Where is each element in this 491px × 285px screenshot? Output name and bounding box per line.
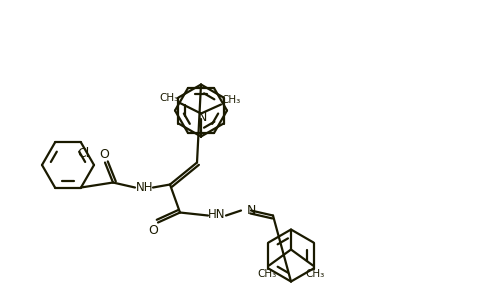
Text: O: O <box>148 224 158 237</box>
Text: NH: NH <box>136 181 154 194</box>
Text: HN: HN <box>208 208 226 221</box>
Text: O: O <box>99 148 109 161</box>
Text: Cl: Cl <box>77 147 89 160</box>
Text: CH₃: CH₃ <box>160 93 179 103</box>
Text: N: N <box>247 204 256 217</box>
Text: CH₃: CH₃ <box>305 268 325 278</box>
Text: CH₃: CH₃ <box>257 268 276 278</box>
Text: CH₃: CH₃ <box>221 95 241 105</box>
Text: N: N <box>197 111 207 124</box>
